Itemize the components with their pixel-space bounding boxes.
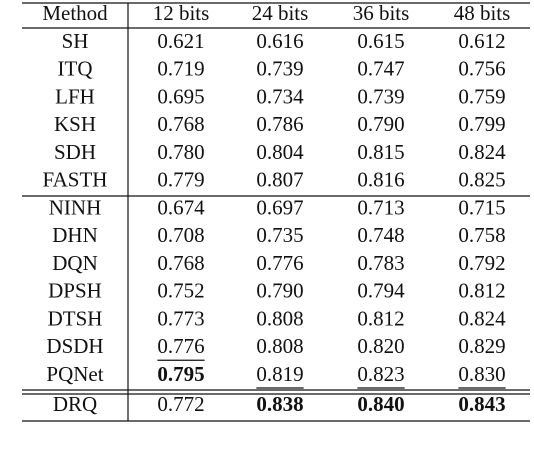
cell: 0.816	[357, 168, 404, 192]
cell: ITQ	[58, 57, 93, 81]
cell: 0.838	[256, 392, 303, 416]
cell: 0.820	[357, 334, 404, 358]
cell: FASTH	[43, 168, 108, 192]
cell: 0.776	[256, 251, 303, 275]
cell: 0.786	[256, 112, 303, 136]
cell: 0.715	[458, 195, 505, 219]
cell: SH	[62, 29, 89, 53]
cell: 0.615	[357, 29, 404, 53]
cell: 0.819	[256, 362, 303, 386]
cell: 0.739	[256, 57, 303, 81]
cell: 0.808	[256, 306, 303, 330]
cell: 0.612	[458, 29, 505, 53]
cell: 0.708	[157, 223, 204, 247]
cell: 0.794	[357, 279, 405, 303]
cell: 0.783	[357, 251, 404, 275]
cell: DPSH	[48, 279, 102, 303]
cell: SDH	[54, 140, 96, 164]
cell: 0.824	[458, 306, 506, 330]
cell: DRQ	[53, 392, 97, 416]
cell: 0.808	[256, 334, 303, 358]
cell: 0.758	[458, 223, 505, 247]
cell: 0.790	[357, 112, 404, 136]
header-cell: 12 bits	[153, 1, 210, 25]
cell: NINH	[49, 195, 102, 219]
cell: 0.825	[458, 168, 505, 192]
cell: 0.772	[157, 392, 204, 416]
cell: 0.674	[157, 195, 205, 219]
cell: 0.812	[357, 306, 404, 330]
cell: 0.824	[458, 140, 506, 164]
cell: 0.804	[256, 140, 304, 164]
cell: 0.621	[157, 29, 204, 53]
cell: 0.616	[256, 29, 303, 53]
cell: 0.799	[458, 112, 505, 136]
cell: 0.697	[256, 195, 303, 219]
cell: 0.840	[357, 392, 404, 416]
cell: 0.748	[357, 223, 404, 247]
cell: 0.792	[458, 251, 505, 275]
cell: DHN	[52, 223, 98, 247]
cell: 0.768	[157, 251, 204, 275]
cell: 0.780	[157, 140, 204, 164]
cell: 0.829	[458, 334, 505, 358]
cell: 0.747	[357, 57, 404, 81]
cell: DTSH	[48, 306, 103, 330]
cell: 0.815	[357, 140, 404, 164]
cell: DSDH	[46, 334, 103, 358]
cell: DQN	[52, 251, 98, 275]
cell: LFH	[55, 84, 95, 108]
header-cell: Method	[42, 1, 108, 25]
cell: 0.807	[256, 168, 303, 192]
cell: PQNet	[46, 362, 103, 386]
header-cell: 24 bits	[252, 1, 309, 25]
cell: KSH	[54, 112, 96, 136]
cell: 0.843	[458, 392, 505, 416]
cell: 0.823	[357, 362, 404, 386]
cell: 0.779	[157, 168, 204, 192]
cell: 0.790	[256, 279, 303, 303]
cell: 0.695	[157, 84, 204, 108]
cell: 0.739	[357, 84, 404, 108]
cell: 0.735	[256, 223, 303, 247]
cell: 0.812	[458, 279, 505, 303]
cell: 0.830	[458, 362, 505, 386]
header-cell: 36 bits	[353, 1, 410, 25]
cell: 0.734	[256, 84, 304, 108]
cell: 0.756	[458, 57, 505, 81]
header-cell: 48 bits	[454, 1, 511, 25]
cell: 0.795	[157, 362, 204, 386]
cell: 0.773	[157, 306, 204, 330]
cell: 0.776	[157, 334, 204, 358]
cell: 0.719	[157, 57, 204, 81]
cell: 0.768	[157, 112, 204, 136]
cell: 0.759	[458, 84, 505, 108]
cell: 0.752	[157, 279, 204, 303]
cell: 0.713	[357, 195, 404, 219]
